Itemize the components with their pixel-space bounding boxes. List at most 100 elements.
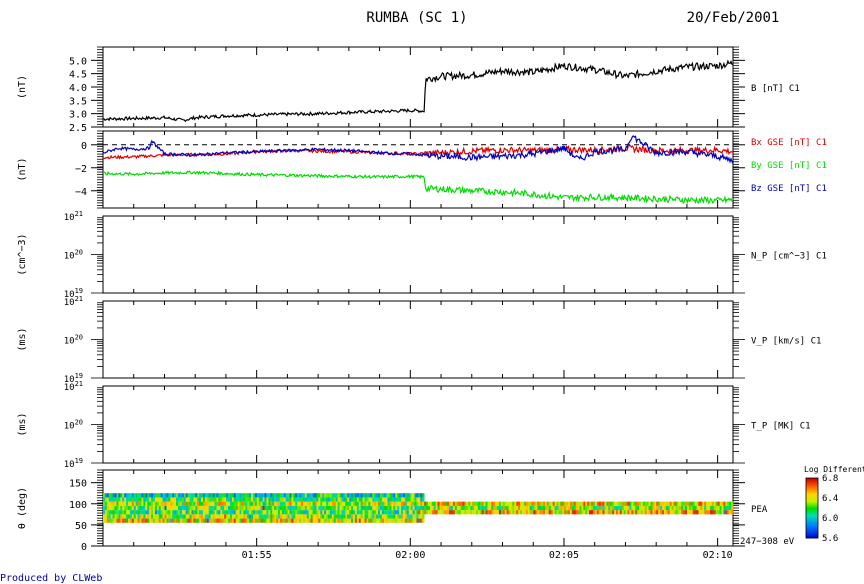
heatmap-cell (131, 514, 135, 519)
heatmap-cell (558, 501, 561, 506)
heatmap-cell (312, 510, 315, 515)
heatmap-cell (667, 505, 671, 511)
heatmap-cell (360, 497, 364, 502)
heatmap-cell (721, 501, 724, 506)
colorbar-title: Log Differenti (804, 465, 864, 474)
heatmap-cell (104, 501, 108, 506)
heatmap-cell (339, 497, 342, 502)
heatmap-cell (679, 501, 682, 506)
heatmap-cell (364, 510, 367, 515)
heatmap-cell (606, 505, 609, 511)
heatmap-cell (343, 514, 346, 519)
heatmap-cell (358, 510, 362, 515)
heatmap-cell (456, 505, 460, 511)
heatmap-cell (412, 505, 415, 511)
heatmap-cell (295, 518, 298, 523)
heatmap-cell (495, 505, 498, 511)
heatmap-cell (108, 505, 112, 511)
heatmap-cell (133, 510, 137, 515)
heatmap-cell (372, 514, 375, 519)
heatmap-cell (322, 518, 325, 523)
heatmap-cell (278, 510, 281, 515)
heatmap-cell (658, 505, 661, 511)
heatmap-cell (495, 501, 498, 506)
heatmap-cell (723, 501, 726, 506)
heatmap-cell (385, 510, 389, 515)
heatmap-cell (449, 505, 452, 511)
heatmap-cell (452, 501, 456, 506)
heatmap-cell (199, 510, 202, 515)
heatmap-cell (491, 510, 494, 515)
heatmap-cell (598, 510, 602, 515)
heatmap-cell (274, 497, 277, 502)
heatmap-cell (327, 501, 331, 506)
heatmap-cell (702, 510, 705, 515)
heatmap-cell (420, 514, 423, 519)
heatmap-cell (347, 493, 350, 498)
heatmap-cell (669, 501, 673, 506)
heatmap-cell (404, 510, 408, 515)
heatmap-cell (279, 510, 283, 515)
heatmap-cell (692, 510, 696, 515)
heatmap-cell (179, 505, 183, 511)
heatmap-cell (393, 514, 396, 519)
heatmap-cell (324, 518, 327, 523)
heatmap-cell (289, 501, 292, 506)
heatmap-cell (299, 493, 302, 498)
heatmap-cell (228, 501, 231, 506)
heatmap-cell (377, 493, 381, 498)
heatmap-cell (233, 518, 237, 523)
heatmap-cell (126, 505, 129, 511)
heatmap-cell (172, 497, 175, 502)
heatmap-cell (187, 510, 190, 515)
heatmap-cell (310, 493, 314, 498)
heatmap-cell (124, 518, 127, 523)
heatmap-cell (216, 518, 219, 523)
heatmap-cell (285, 497, 289, 502)
heatmap-cell (247, 505, 250, 511)
heatmap-cell (656, 501, 659, 506)
heatmap-cell (702, 505, 705, 511)
heatmap-cell (216, 505, 219, 511)
heatmap-cell (339, 493, 342, 498)
colorbar-step (806, 499, 818, 501)
heatmap-cell (135, 493, 139, 498)
heatmap-cell (168, 510, 171, 515)
heatmap-cell (360, 510, 364, 515)
heatmap-cell (354, 514, 358, 519)
colorbar-tick-label: 6.4 (822, 494, 838, 504)
heatmap-cell (324, 505, 327, 511)
heatmap-cell (239, 505, 242, 511)
heatmap-cell (279, 497, 283, 502)
heatmap-cell (104, 505, 108, 511)
heatmap-cell (402, 505, 406, 511)
heatmap-cell (427, 505, 431, 511)
heatmap-cell (264, 493, 267, 498)
heatmap-cell (362, 510, 365, 515)
heatmap-cell (688, 501, 692, 506)
heatmap-cell (497, 505, 500, 511)
heatmap-cell (304, 493, 308, 498)
heatmap-cell (160, 518, 164, 523)
heatmap-cell (479, 501, 483, 506)
heatmap-cell (364, 501, 367, 506)
heatmap-cell (642, 505, 646, 511)
heatmap-cell (349, 505, 352, 511)
heatmap-cell (287, 510, 290, 515)
heatmap-cell (195, 497, 198, 502)
heatmap-cell (204, 510, 208, 515)
heatmap-cell (337, 505, 340, 511)
heatmap-cell (247, 510, 250, 515)
heatmap-cell (141, 518, 144, 523)
heatmap-cell (126, 493, 129, 498)
heatmap-cell (222, 493, 225, 498)
heatmap-cell (243, 505, 246, 511)
colorbar-step (806, 513, 818, 515)
heatmap-cell (212, 505, 215, 511)
heatmap-cell (326, 505, 329, 511)
heatmap-cell (301, 501, 304, 506)
heatmap-cell (124, 493, 127, 498)
heatmap-cell (635, 501, 638, 506)
heatmap-cell (145, 510, 148, 515)
heatmap-cell (268, 497, 271, 502)
